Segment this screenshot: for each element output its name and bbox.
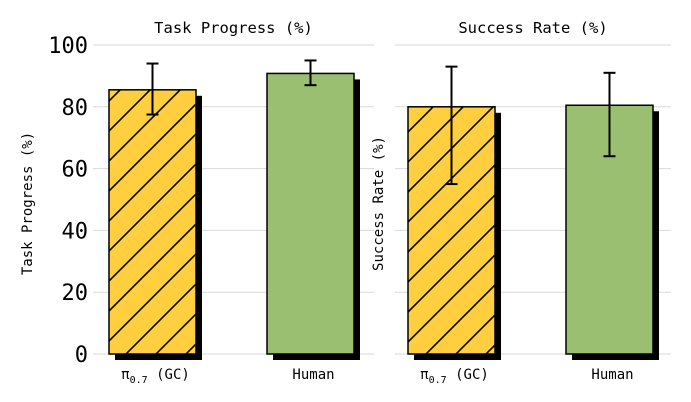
panel-1-bar-2	[266, 72, 355, 355]
panel-1-category-label-2: Human	[292, 367, 334, 383]
y-tick-label: 20	[62, 281, 89, 306]
panel-2-category-label-1: π0.7 (GC)	[420, 367, 489, 386]
panel-2-bar-2	[565, 104, 654, 355]
y-tick-label: 80	[62, 96, 89, 121]
panel-1-bar-1	[108, 89, 197, 355]
y-tick-label: 40	[62, 219, 89, 244]
y-tick-label: 100	[48, 34, 88, 59]
y-tick-label: 0	[75, 343, 88, 368]
y-tick-label: 60	[62, 158, 89, 183]
panel-2-y-axis-label: Success Rate (%)	[371, 136, 387, 271]
panel-1-title: Task Progress (%)	[154, 19, 313, 37]
panel-2-title: Success Rate (%)	[458, 19, 607, 37]
panel-2-category-label-2: Human	[591, 367, 633, 383]
panel-1-y-axis-label: Task Progress (%)	[20, 132, 36, 275]
panel-1-category-label-1: π0.7 (GC)	[121, 367, 190, 386]
